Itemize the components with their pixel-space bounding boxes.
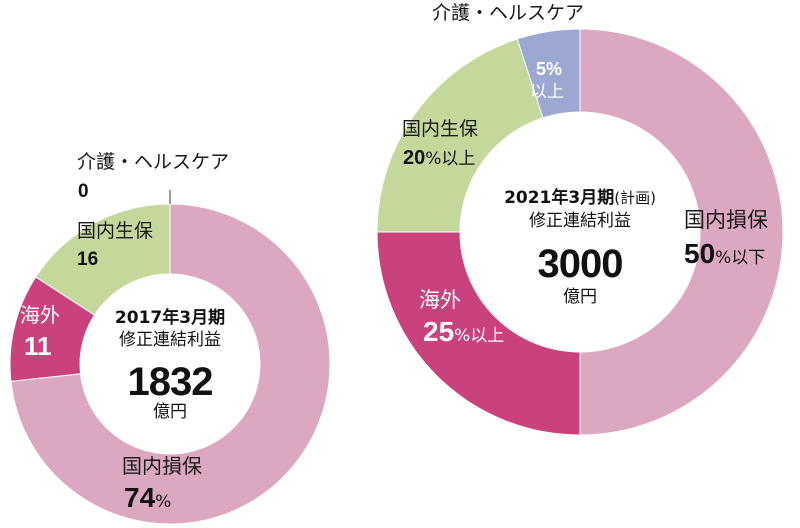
left-domestic-value-wrap: 74% [124, 484, 171, 512]
left-domestic-value: 74 [124, 482, 156, 513]
left-overseas-value: 11 [24, 331, 52, 361]
donut2-hole [460, 112, 700, 352]
left-center-title-1: 2017年3月期 [114, 308, 226, 328]
left-care-value: 0 [78, 181, 89, 202]
left-overseas-label: 海外 [20, 303, 60, 327]
left-life-label: 国内生保 [77, 220, 154, 242]
right-center-title-2: 修正連結利益 [529, 211, 631, 231]
right-care-value: 5% [536, 59, 563, 79]
right-center-unit: 億円 [563, 287, 597, 307]
right-life-unit: %以上 [425, 149, 476, 169]
right-overseas-value: 25 [423, 316, 455, 347]
right-care-label: 介護・ヘルスケア [432, 2, 585, 24]
right-overseas-unit: %以上 [454, 326, 505, 346]
right-life-value: 20 [403, 147, 426, 169]
left-domestic-label: 国内損保 [122, 454, 202, 478]
right-care-unit: 以上 [530, 82, 564, 102]
right-domestic-unit: %以下 [715, 248, 766, 268]
right-center-year: 2021年3月期 [504, 188, 615, 208]
right-life-value-wrap: 20%以上 [403, 148, 475, 168]
right-center-note: (計画) [614, 189, 656, 207]
right-domestic-label: 国内損保 [684, 208, 768, 232]
left-center-unit: 億円 [153, 402, 187, 422]
left-center-title-2: 修正連結利益 [119, 330, 221, 350]
left-domestic-unit: % [155, 492, 172, 512]
right-overseas-value-wrap: 25%以上 [423, 318, 504, 346]
left-center-total: 1832 [127, 360, 214, 404]
right-overseas-label: 海外 [419, 288, 461, 312]
left-care-label: 介護・ヘルスケア [77, 151, 230, 173]
right-center-total: 3000 [537, 242, 624, 286]
donut1-hole [80, 274, 260, 454]
right-domestic-value: 50 [684, 238, 716, 269]
right-domestic-value-wrap: 50%以下 [684, 240, 765, 268]
right-center-title-1: 2021年3月期(計画) [480, 190, 680, 207]
donut2-slice-0 [579, 28, 784, 436]
left-life-value: 16 [77, 249, 99, 270]
right-life-label: 国内生保 [402, 118, 479, 140]
